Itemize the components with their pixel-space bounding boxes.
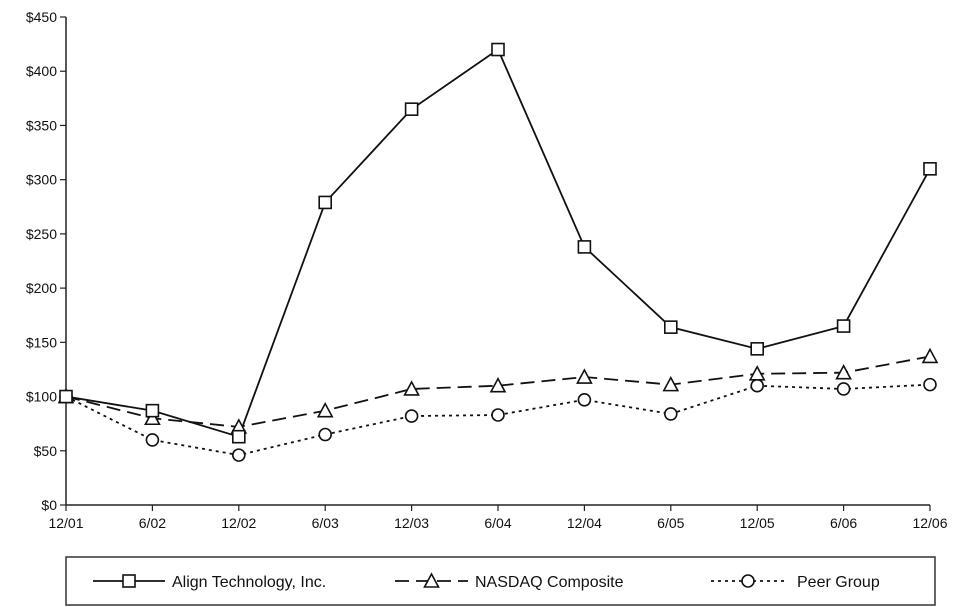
square-data-point xyxy=(836,319,851,333)
series-lines xyxy=(65,48,931,457)
square-data-point xyxy=(232,429,246,444)
y-tick-label: $450 xyxy=(26,9,57,25)
y-tick-label: $400 xyxy=(26,63,57,79)
series-markers xyxy=(57,42,939,462)
legend-label: Align Technology, Inc. xyxy=(172,574,326,591)
y-tick-label: $100 xyxy=(26,389,57,405)
triangle-data-point xyxy=(316,401,334,418)
y-tick-label: $150 xyxy=(26,334,57,350)
x-tick-label: 12/05 xyxy=(740,515,775,531)
triangle-data-point xyxy=(489,377,507,393)
x-tick-label: 12/04 xyxy=(567,515,602,531)
circle-data-point xyxy=(836,382,851,396)
circle-data-point xyxy=(663,407,678,421)
x-tick-label: 12/02 xyxy=(221,515,256,531)
square-data-point xyxy=(491,42,505,57)
y-tick-label: $50 xyxy=(34,443,58,459)
legend-label: NASDAQ Composite xyxy=(475,574,624,591)
circle-data-point xyxy=(232,448,246,462)
triangle-data-point xyxy=(662,375,680,392)
circle-data-point xyxy=(491,408,505,422)
x-tick-label: 12/06 xyxy=(912,515,947,531)
square-data-point xyxy=(577,240,592,254)
x-tick-label: 12/01 xyxy=(48,515,83,531)
square-data-point xyxy=(145,403,160,418)
triangle-data-point xyxy=(403,380,420,396)
square-data-point xyxy=(663,320,678,334)
x-tick-label: 6/03 xyxy=(312,515,339,531)
y-tick-label: $300 xyxy=(26,172,57,188)
x-tick-label: 6/05 xyxy=(657,515,684,531)
legend-label: Peer Group xyxy=(797,574,880,591)
triangle-data-point xyxy=(921,347,939,364)
legend-square-marker xyxy=(122,574,136,588)
circle-data-point xyxy=(145,433,160,447)
triangle-data-point xyxy=(748,365,766,381)
y-tick-label: $350 xyxy=(26,117,57,133)
triangle-data-point xyxy=(835,364,852,380)
x-tick-label: 6/04 xyxy=(484,515,511,531)
triangle-data-point xyxy=(144,409,161,426)
x-tick-label: 6/06 xyxy=(830,515,857,531)
y-tick-label: $250 xyxy=(26,226,57,242)
square-data-point xyxy=(750,342,765,356)
circle-data-point xyxy=(577,393,592,407)
square-data-point xyxy=(59,389,73,404)
x-tick-label: 12/03 xyxy=(394,515,429,531)
circle-data-point xyxy=(923,377,937,392)
tick-labels: $0 $50 $100 $150 $200 $250 $300 $350 $400 $450 12/… xyxy=(26,9,948,531)
y-tick-label: $0 xyxy=(41,497,57,513)
square-data-point xyxy=(318,195,333,210)
series-line-circle xyxy=(65,383,931,457)
chart-axes xyxy=(60,16,931,511)
square-data-point xyxy=(404,102,419,116)
legend-circle-marker xyxy=(741,574,755,588)
chart-legend: Align Technology, Inc. NASDAQ Composite Pe… xyxy=(65,556,936,606)
circle-data-point xyxy=(750,378,765,393)
square-data-point xyxy=(923,162,937,176)
circle-data-point xyxy=(318,427,333,442)
legend-box xyxy=(65,556,936,606)
triangle-data-point xyxy=(576,368,593,384)
y-tick-label: $200 xyxy=(26,280,57,296)
circle-data-point xyxy=(404,409,419,423)
legend-triangle-marker xyxy=(423,572,440,588)
x-tick-label: 6/02 xyxy=(139,515,166,531)
